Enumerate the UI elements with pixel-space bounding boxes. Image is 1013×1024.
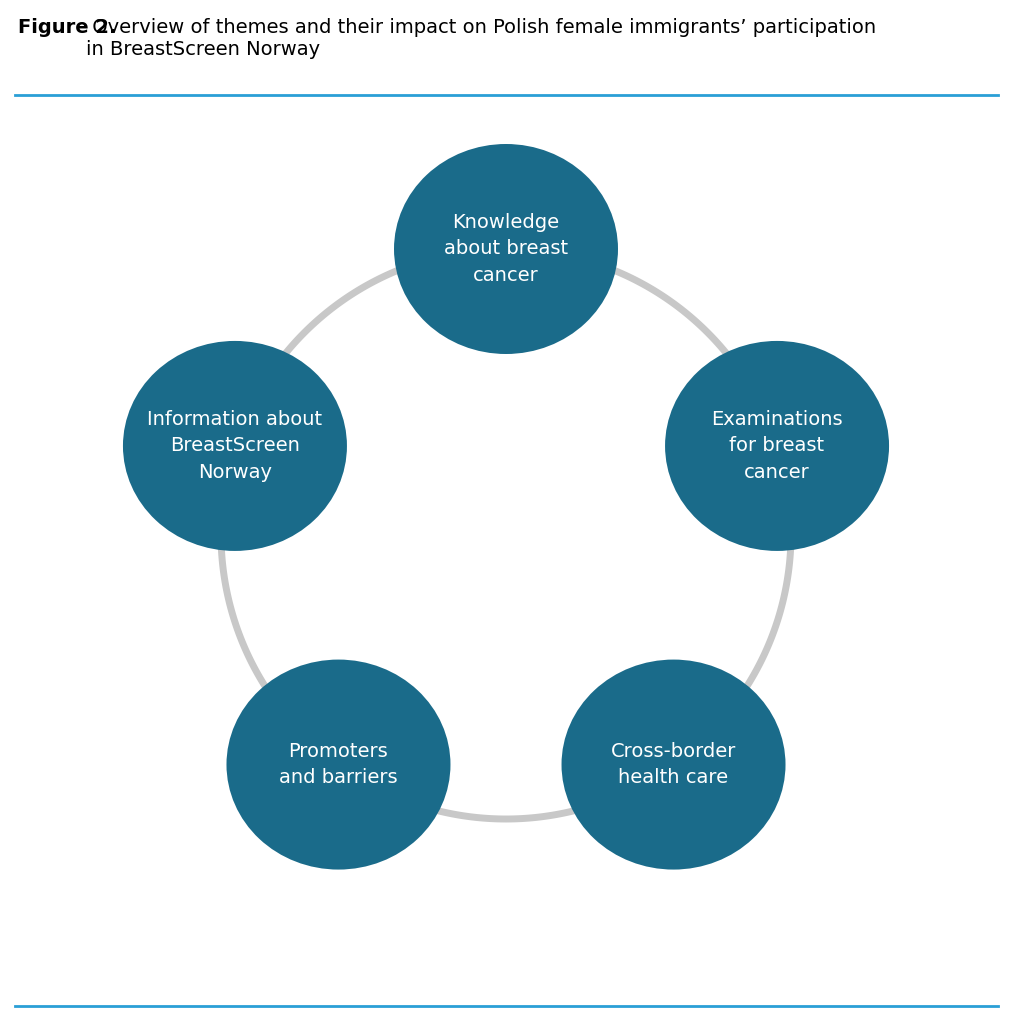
Ellipse shape	[123, 341, 346, 551]
Text: Knowledge
about breast
cancer: Knowledge about breast cancer	[444, 213, 568, 285]
Text: Cross-border
health care: Cross-border health care	[611, 741, 736, 787]
Ellipse shape	[227, 659, 451, 869]
Text: Figure 2.: Figure 2.	[18, 18, 116, 37]
Ellipse shape	[394, 144, 618, 354]
Ellipse shape	[666, 341, 889, 551]
Ellipse shape	[561, 659, 785, 869]
Text: Examinations
for breast
cancer: Examinations for breast cancer	[711, 410, 843, 482]
Text: Overview of themes and their impact on Polish female immigrants’ participation
i: Overview of themes and their impact on P…	[86, 18, 876, 59]
Text: Promoters
and barriers: Promoters and barriers	[280, 741, 398, 787]
Text: Information about
BreastScreen
Norway: Information about BreastScreen Norway	[147, 410, 322, 482]
